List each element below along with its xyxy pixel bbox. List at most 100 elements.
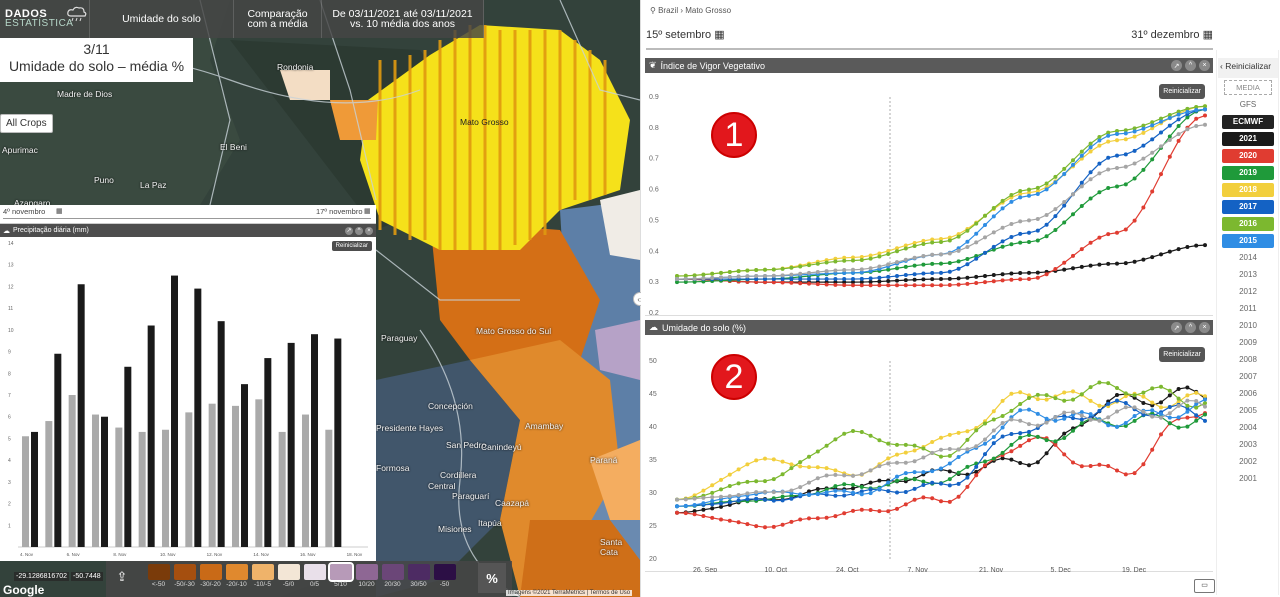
legend-swatch[interactable]: 5/10 xyxy=(327,562,354,588)
year-gfs-toggle[interactable]: GFS xyxy=(1239,100,1257,109)
year-toggle-2007[interactable]: 2007 xyxy=(1239,372,1257,381)
legend-swatch[interactable]: 30/50 xyxy=(407,564,430,588)
soil-reset-button[interactable]: Reinicializar xyxy=(1159,347,1205,362)
close-icon[interactable]: × xyxy=(1199,60,1210,71)
year-toggle-2014[interactable]: 2014 xyxy=(1239,253,1257,262)
year-toggle-2006[interactable]: 2006 xyxy=(1239,389,1257,398)
year-media-toggle[interactable]: MEDIA xyxy=(1224,80,1272,95)
year-toggle-2004[interactable]: 2004 xyxy=(1239,423,1257,432)
calendar-icon[interactable]: ▦ xyxy=(56,208,63,215)
year-toggle-2012[interactable]: 2012 xyxy=(1239,287,1257,296)
brand[interactable]: DADOS ESTATÍSTICA xyxy=(0,0,90,38)
series-point xyxy=(1176,415,1181,420)
series-point xyxy=(1115,138,1119,143)
series-point xyxy=(701,272,706,277)
series-point xyxy=(1097,380,1102,385)
series-point xyxy=(1018,231,1023,236)
year-toggle-2008[interactable]: 2008 xyxy=(1239,355,1257,364)
collapse-icon[interactable]: ^ xyxy=(1185,60,1196,71)
collapse-icon[interactable]: ^ xyxy=(1185,322,1196,333)
collapse-icon[interactable]: ^ xyxy=(355,226,363,235)
legend-swatch[interactable]: 0/5 xyxy=(303,564,326,588)
legend-swatch[interactable]: 20/30 xyxy=(381,564,404,588)
series-point xyxy=(1141,126,1146,131)
close-icon[interactable]: × xyxy=(365,226,373,235)
calendar-icon[interactable]: ▦ xyxy=(714,29,725,41)
map-label: Cordillera xyxy=(440,470,477,480)
year-toggle-2013[interactable]: 2013 xyxy=(1239,270,1257,279)
y-tick-label: 7 xyxy=(8,393,11,399)
map-panel[interactable]: Madre de Dios Rondonia El Beni Puno La P… xyxy=(0,0,640,597)
legend-swatch[interactable]: <-50 xyxy=(147,564,170,588)
year-toggle-2019[interactable]: 2019 xyxy=(1222,166,1274,180)
year-toggle-2003[interactable]: 2003 xyxy=(1239,440,1257,449)
legend-color xyxy=(147,564,170,580)
share-icon[interactable]: ⇪ xyxy=(116,569,128,584)
year-toggle-2009[interactable]: 2009 xyxy=(1239,338,1257,347)
legend-swatch[interactable]: -10/-5 xyxy=(251,564,274,588)
legend-swatch[interactable]: -30/-20 xyxy=(199,564,222,588)
series-point xyxy=(895,452,899,457)
x-tick-label: 26. Sep xyxy=(693,567,717,572)
share-icon[interactable]: ↗ xyxy=(1171,322,1182,333)
share-icon[interactable]: ↗ xyxy=(345,226,353,235)
precip-reset-button[interactable]: Reinicializar xyxy=(331,241,372,251)
year-toggle-2005[interactable]: 2005 xyxy=(1239,406,1257,415)
series-point xyxy=(912,283,917,288)
y-tick-label: 10 xyxy=(8,328,14,334)
slider-track[interactable] xyxy=(3,218,371,219)
years-reset-button[interactable]: ‹ Reinicializar xyxy=(1218,58,1278,78)
series-point xyxy=(965,281,970,286)
series-point xyxy=(833,268,838,273)
date-slider[interactable]: 4º novembro ▦ 17º novembro ▦ xyxy=(0,205,376,223)
series-point xyxy=(903,273,908,278)
year-toggle-2016[interactable]: 2016 xyxy=(1222,217,1274,231)
calendar-icon[interactable]: ▦ xyxy=(1202,29,1213,41)
legend-label: -5/0 xyxy=(282,581,295,588)
legend-swatch[interactable]: -20/-10 xyxy=(225,564,248,588)
x-tick-label: 5. Dec xyxy=(1051,567,1072,572)
calendar-icon[interactable]: ▦ xyxy=(364,208,371,215)
period-selector[interactable]: De 03/11/2021 até 03/11/2021 vs. 10 médi… xyxy=(322,0,484,38)
series-point xyxy=(1018,408,1023,413)
year-toggle-2021[interactable]: 2021 xyxy=(1222,132,1274,146)
variable-selector[interactable]: Umidade do solo xyxy=(90,0,234,38)
latitude: -29.1286816702 xyxy=(14,572,69,581)
year-toggle-2001[interactable]: 2001 xyxy=(1239,474,1257,483)
range-slider[interactable] xyxy=(646,48,1213,50)
breadcrumb-country[interactable]: Brazil xyxy=(658,6,679,15)
year-toggle-2018[interactable]: 2018 xyxy=(1222,183,1274,197)
comparison-selector[interactable]: Comparação com a média xyxy=(234,0,322,38)
breadcrumb-region[interactable]: Mato Grosso xyxy=(685,6,732,15)
year-toggle-ecmwf[interactable]: ECMWF xyxy=(1222,115,1274,129)
map-canvas[interactable] xyxy=(0,0,640,597)
series-point xyxy=(789,462,794,467)
series-point xyxy=(1115,386,1119,391)
map-attribution[interactable]: Imagens ©2021 TerraMetrics | Termos de U… xyxy=(506,590,633,596)
map-coordinates: -29.1286816702 -50.7448 xyxy=(14,572,103,581)
legend-swatch[interactable]: -50 xyxy=(433,564,456,588)
ndvi-reset-button[interactable]: Reinicializar xyxy=(1159,84,1205,99)
year-toggle-2002[interactable]: 2002 xyxy=(1239,457,1257,466)
year-toggle-2017[interactable]: 2017 xyxy=(1222,200,1274,214)
series-point xyxy=(1097,462,1102,467)
share-icon[interactable]: ↗ xyxy=(1171,60,1182,71)
series-point xyxy=(780,273,785,278)
panel-toggle-icon[interactable]: ▭ xyxy=(1194,579,1215,593)
year-toggle-2015[interactable]: 2015 xyxy=(1222,234,1274,248)
series-point xyxy=(842,511,847,516)
series-point xyxy=(1185,424,1190,429)
precip-bar xyxy=(264,358,272,547)
unit-toggle-button[interactable]: % xyxy=(478,563,506,593)
legend-swatch[interactable]: -5/0 xyxy=(277,564,300,588)
close-icon[interactable]: × xyxy=(1199,322,1210,333)
year-toggle-2011[interactable]: 2011 xyxy=(1239,304,1257,313)
year-toggle-2010[interactable]: 2010 xyxy=(1239,321,1257,330)
crop-filter-button[interactable]: All Crops xyxy=(0,114,53,133)
series-point xyxy=(1159,405,1163,410)
legend-swatch[interactable]: 10/20 xyxy=(355,564,378,588)
series-point xyxy=(1141,390,1146,395)
year-toggle-2020[interactable]: 2020 xyxy=(1222,149,1274,163)
series-point xyxy=(956,455,961,460)
legend-swatch[interactable]: -50/-30 xyxy=(173,564,196,588)
